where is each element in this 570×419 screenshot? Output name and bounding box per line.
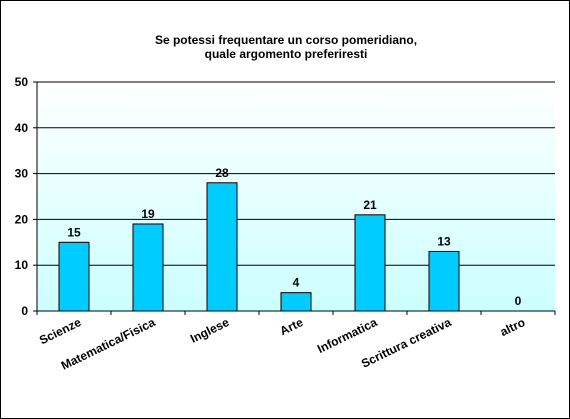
category-label: Scienze [37, 315, 84, 347]
bar [58, 241, 90, 312]
data-label: 0 [515, 294, 522, 308]
bar [428, 250, 460, 312]
data-label: 13 [437, 234, 451, 248]
category-label: Informatica [315, 315, 380, 356]
y-tick-label: 10 [15, 258, 29, 272]
data-label: 4 [293, 276, 300, 290]
data-label: 19 [141, 207, 155, 221]
bar [354, 214, 386, 312]
bar [206, 182, 238, 312]
bar [280, 292, 312, 312]
y-tick-label: 20 [15, 212, 29, 226]
data-label: 28 [215, 166, 229, 180]
data-label: 21 [363, 198, 377, 212]
category-label: Arte [278, 315, 306, 338]
y-tick-label: 30 [15, 167, 29, 181]
chart-title-line-2: quale argomento preferiresti [205, 47, 368, 61]
bar [132, 223, 164, 312]
category-label: altro [498, 315, 528, 339]
category-label: Inglese [188, 315, 232, 346]
data-labels: 15 19 28 4 21 13 0 [67, 166, 521, 308]
y-tick-label: 0 [21, 304, 28, 318]
chart-title-line-1: Se potessi frequentare un corso pomeridi… [155, 33, 417, 47]
plot-area [37, 82, 555, 311]
data-label: 15 [67, 225, 81, 239]
gridlines [37, 81, 555, 266]
bars [58, 182, 460, 312]
y-tick-label: 50 [15, 75, 29, 89]
y-tick-labels: 0 10 20 30 40 50 [15, 75, 29, 318]
y-tick-label: 40 [15, 121, 29, 135]
